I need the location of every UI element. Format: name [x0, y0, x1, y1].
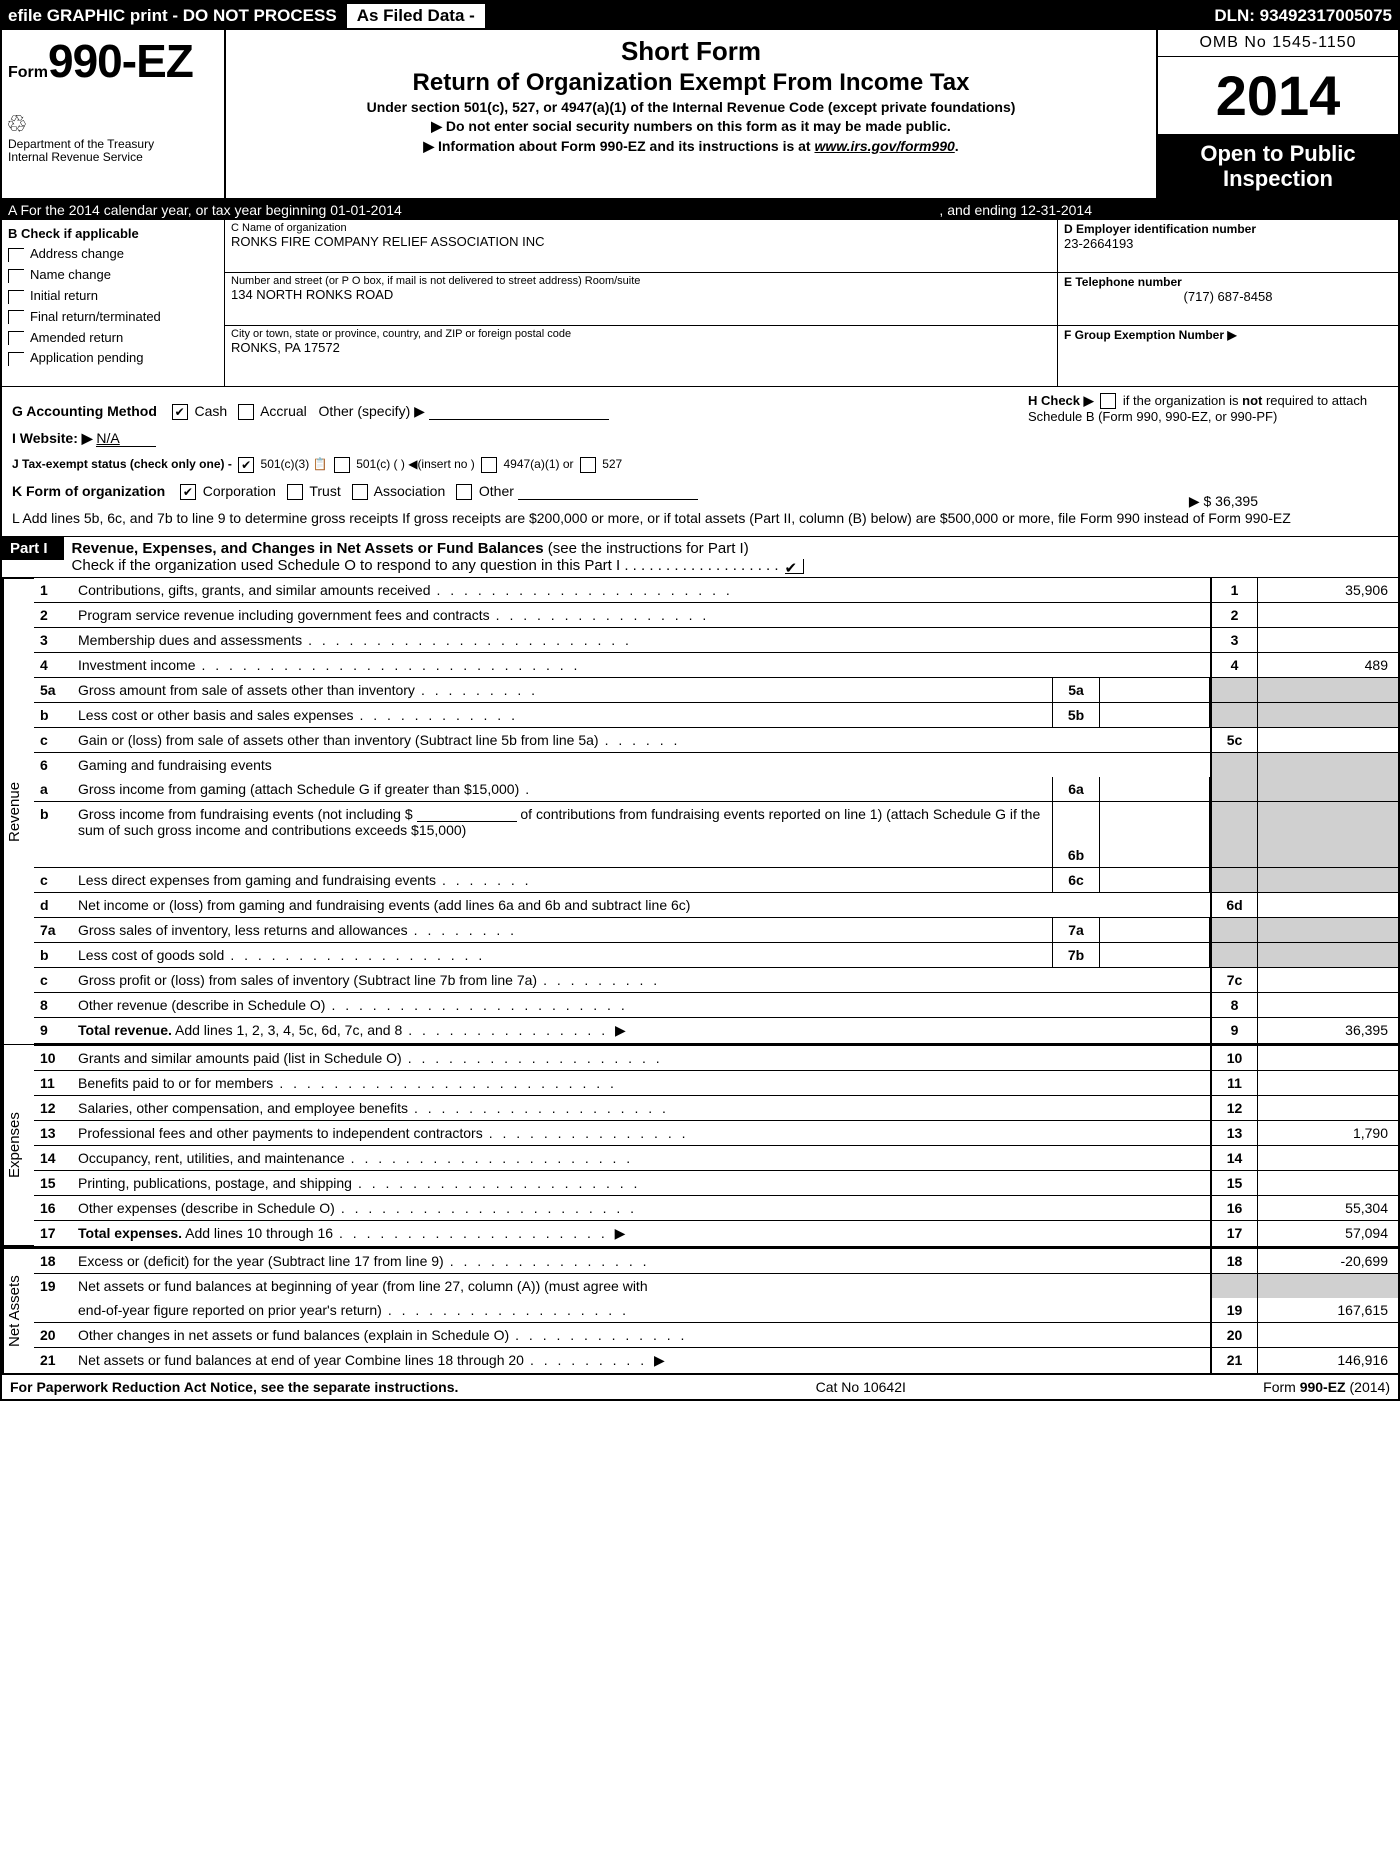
- section-b: B Check if applicable Address change Nam…: [2, 220, 225, 386]
- open-line2: Inspection: [1162, 166, 1394, 191]
- form-header: Form990-EZ ♲ Department of the Treasury …: [2, 30, 1398, 200]
- checkbox-icon[interactable]: [8, 331, 24, 345]
- i-line: I Website: ▶ N/A: [12, 430, 1388, 447]
- phone: (717) 687-8458: [1064, 289, 1392, 304]
- checkbox-icon[interactable]: [334, 457, 350, 473]
- b-item: Name change: [8, 265, 218, 286]
- short-form-title: Short Form: [234, 36, 1148, 67]
- checkbox-icon[interactable]: [352, 484, 368, 500]
- note-info-pre: ▶ Information about Form 990-EZ and its …: [423, 138, 814, 154]
- side-revenue: Revenue: [2, 578, 34, 1044]
- section-b-f: B Check if applicable Address change Nam…: [2, 220, 1398, 387]
- b-item: Application pending: [8, 348, 218, 369]
- website: N/A: [96, 430, 156, 447]
- b-item: Initial return: [8, 286, 218, 307]
- checkbox-icon[interactable]: [8, 269, 24, 283]
- tax-year: 2014: [1158, 57, 1398, 135]
- checkbox-icon[interactable]: [287, 484, 303, 500]
- b-item: Amended return: [8, 328, 218, 349]
- section-g-l: H Check ▶ if the organization is not req…: [2, 387, 1398, 538]
- k-line: K Form of organization ✔ Corporation Tru…: [12, 483, 1388, 500]
- checkbox-icon[interactable]: [481, 457, 497, 473]
- checkbox-icon[interactable]: ✔: [785, 559, 804, 574]
- recycle-icon: ♲: [6, 110, 28, 139]
- form-label-sm: Form: [8, 64, 48, 81]
- paperwork-notice: For Paperwork Reduction Act Notice, see …: [10, 1379, 458, 1395]
- section-def: D Employer identification number 23-2664…: [1058, 220, 1398, 386]
- part1-title: Revenue, Expenses, and Changes in Net As…: [72, 540, 544, 557]
- side-expenses: Expenses: [2, 1044, 34, 1247]
- part1-sub: Check if the organization used Schedule …: [72, 557, 779, 574]
- as-filed-label: As Filed Data -: [347, 4, 485, 28]
- checkbox-icon[interactable]: [580, 457, 596, 473]
- page-footer: For Paperwork Reduction Act Notice, see …: [2, 1375, 1398, 1399]
- f-label: F Group Exemption Number ▶: [1064, 328, 1392, 342]
- side-netassets: Net Assets: [2, 1247, 34, 1375]
- return-title: Return of Organization Exempt From Incom…: [234, 69, 1148, 97]
- form-page: efile GRAPHIC print - DO NOT PROCESS As …: [0, 0, 1400, 1401]
- part1-header: Part I Revenue, Expenses, and Changes in…: [2, 537, 1398, 578]
- org-address: 134 NORTH RONKS ROAD: [231, 287, 1051, 302]
- omb-number: OMB No 1545-1150: [1158, 30, 1398, 57]
- note-info-post: .: [955, 138, 959, 154]
- row-desc: Contributions, gifts, grants, and simila…: [72, 578, 1210, 603]
- b-item: Final return/terminated: [8, 307, 218, 328]
- checkbox-icon[interactable]: ✔: [180, 484, 196, 500]
- part1-title-wrap: Revenue, Expenses, and Changes in Net As…: [64, 537, 1398, 577]
- line-num: 1: [1210, 578, 1258, 603]
- checkbox-icon[interactable]: [8, 310, 24, 324]
- note-ssn: ▶ Do not enter social security numbers o…: [234, 118, 1148, 135]
- dept-line2: Internal Revenue Service: [8, 151, 218, 164]
- checkbox-icon[interactable]: [8, 290, 24, 304]
- dln-label: DLN: 93492317005075: [1214, 6, 1392, 26]
- row-a-right: , and ending 12-31-2014: [939, 202, 1092, 218]
- efile-label: efile GRAPHIC print - DO NOT PROCESS: [8, 6, 337, 26]
- header-right: OMB No 1545-1150 2014 Open to Public Ins…: [1156, 30, 1398, 198]
- row-a-left: A For the 2014 calendar year, or tax yea…: [8, 202, 402, 218]
- header-middle: Short Form Return of Organization Exempt…: [226, 30, 1156, 198]
- part1-tag: Part I: [2, 537, 64, 560]
- c-city-label: City or town, state or province, country…: [231, 328, 1051, 340]
- d-label: D Employer identification number: [1064, 222, 1392, 236]
- checkbox-icon[interactable]: ✔: [172, 404, 188, 420]
- c-name-label: C Name of organization: [231, 222, 1051, 234]
- note-info: ▶ Information about Form 990-EZ and its …: [234, 138, 1148, 155]
- b-label: B Check if applicable: [8, 224, 218, 245]
- j-line: J Tax-exempt status (check only one) - ✔…: [12, 457, 1388, 473]
- top-bar: efile GRAPHIC print - DO NOT PROCESS As …: [2, 2, 1398, 30]
- form-number: Form990-EZ: [8, 34, 218, 88]
- l-line: L Add lines 5b, 6c, and 7b to line 9 to …: [12, 510, 1388, 526]
- cat-no: Cat No 10642I: [816, 1379, 906, 1395]
- return-subtitle: Under section 501(c), 527, or 4947(a)(1)…: [234, 99, 1148, 115]
- schedule-icon[interactable]: 📋: [313, 457, 328, 471]
- row-num: 1: [34, 578, 72, 603]
- checkbox-icon[interactable]: [238, 404, 254, 420]
- g-other-input[interactable]: [429, 419, 609, 420]
- row-a: A For the 2014 calendar year, or tax yea…: [2, 200, 1398, 220]
- checkbox-icon[interactable]: [1100, 393, 1116, 409]
- department-label: Department of the Treasury Internal Reve…: [8, 138, 218, 164]
- c-addr-label: Number and street (or P O box, if mail i…: [231, 275, 1051, 287]
- open-line1: Open to Public: [1162, 141, 1394, 166]
- line-val: 35,906: [1258, 578, 1398, 603]
- h-note: H Check ▶ if the organization is not req…: [1028, 393, 1388, 427]
- checkbox-icon[interactable]: [456, 484, 472, 500]
- org-name: RONKS FIRE COMPANY RELIEF ASSOCIATION IN…: [231, 234, 1051, 249]
- header-left: Form990-EZ ♲ Department of the Treasury …: [2, 30, 226, 198]
- org-city: RONKS, PA 17572: [231, 340, 1051, 355]
- form-ref: Form 990-EZ (2014): [1263, 1379, 1390, 1395]
- checkbox-icon[interactable]: [8, 352, 24, 366]
- form-label-lg: 990-EZ: [48, 35, 193, 87]
- part1-grid: Revenue 1 Contributions, gifts, grants, …: [2, 578, 1398, 1375]
- l-amount: ▶ $ 36,395: [1189, 493, 1258, 510]
- checkbox-icon[interactable]: [8, 248, 24, 262]
- checkbox-icon[interactable]: ✔: [238, 457, 254, 473]
- b-item: Address change: [8, 244, 218, 265]
- ein: 23-2664193: [1064, 236, 1392, 251]
- irs-link[interactable]: www.irs.gov/form990: [814, 138, 954, 154]
- open-to-public: Open to Public Inspection: [1158, 135, 1398, 198]
- section-c: C Name of organization RONKS FIRE COMPAN…: [225, 220, 1058, 386]
- e-label: E Telephone number: [1064, 275, 1392, 289]
